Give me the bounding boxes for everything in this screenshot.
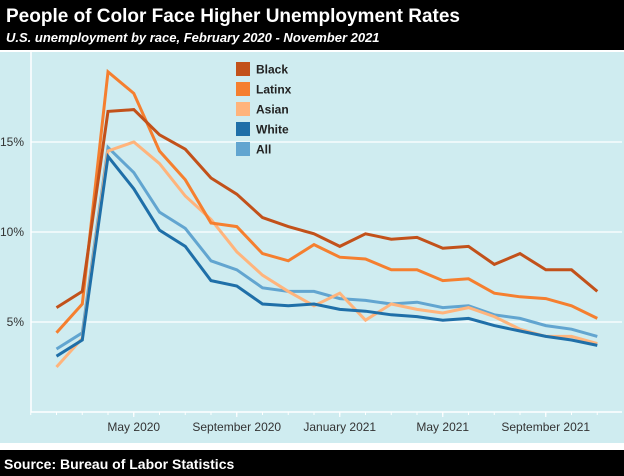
legend-item-asian: Asian bbox=[236, 102, 289, 117]
legend: Black Latinx Asian White All bbox=[236, 62, 292, 157]
line-chart: May 2020 September 2020 January 2021 May 20… bbox=[0, 52, 622, 434]
x-tick-label: May 2020 bbox=[107, 420, 160, 434]
chart-title: People of Color Face Higher Unemployment… bbox=[6, 6, 460, 27]
series-line-all bbox=[55, 144, 598, 351]
legend-label: Latinx bbox=[256, 83, 292, 97]
y-tick-label: 5% bbox=[7, 315, 25, 329]
legend-item-all: All bbox=[236, 142, 271, 157]
legend-swatch bbox=[236, 142, 250, 156]
legend-label: White bbox=[256, 123, 289, 137]
legend-swatch bbox=[236, 62, 250, 76]
x-tick-label: September 2021 bbox=[501, 420, 590, 434]
x-tick-label: January 2021 bbox=[303, 420, 376, 434]
legend-item-white: White bbox=[236, 122, 289, 137]
legend-swatch bbox=[236, 122, 250, 136]
legend-swatch bbox=[236, 102, 250, 116]
series-lines bbox=[55, 68, 599, 369]
legend-label: All bbox=[256, 143, 271, 157]
footer: Source: Bureau of Labor Statistics bbox=[0, 450, 624, 476]
y-tick-label: 10% bbox=[0, 225, 24, 239]
source-note: Source: Bureau of Labor Statistics bbox=[4, 456, 235, 472]
legend-item-latinx: Latinx bbox=[236, 82, 292, 97]
series-line-white bbox=[55, 152, 598, 358]
x-tick-label: September 2020 bbox=[192, 420, 281, 434]
series-line-black bbox=[55, 108, 599, 309]
series-line-asian bbox=[55, 140, 598, 369]
chart-subtitle: U.S. unemployment by race, February 2020… bbox=[6, 30, 380, 45]
y-tick-label: 15% bbox=[0, 135, 24, 149]
x-tick-label: May 2021 bbox=[416, 420, 469, 434]
x-axis: May 2020 September 2020 January 2021 May 20… bbox=[30, 52, 622, 434]
header: People of Color Face Higher Unemployment… bbox=[0, 0, 624, 50]
legend-label: Asian bbox=[256, 103, 289, 117]
legend-label: Black bbox=[256, 63, 288, 77]
legend-swatch bbox=[236, 82, 250, 96]
legend-item-black: Black bbox=[236, 62, 288, 77]
y-axis: 5% 10% 15% bbox=[0, 135, 24, 329]
